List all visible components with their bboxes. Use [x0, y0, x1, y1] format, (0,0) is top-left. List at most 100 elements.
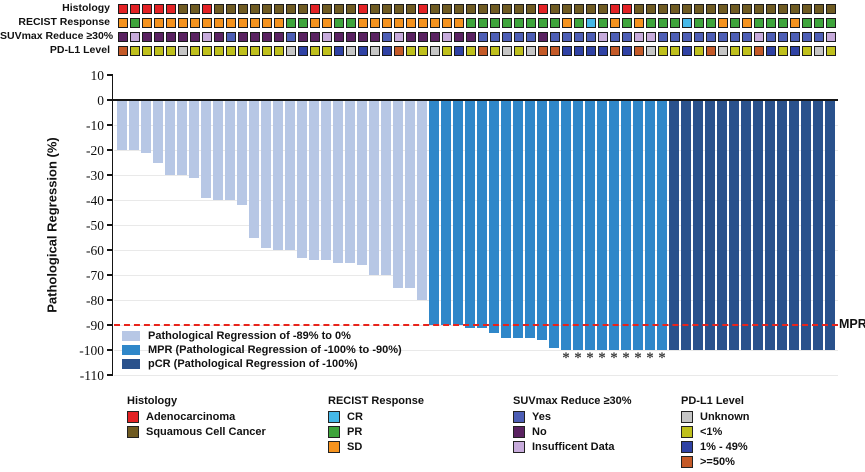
waterfall-bar [153, 100, 163, 163]
annotation-cell [646, 4, 656, 14]
annotation-cell [382, 18, 392, 28]
annotation-cell [262, 46, 272, 56]
waterfall-bar [141, 100, 151, 153]
waterfall-bar [249, 100, 259, 238]
legend-item-label: PR [347, 426, 363, 438]
annotation-cell [286, 4, 296, 14]
annotation-cell [238, 32, 248, 42]
legend-swatch [328, 411, 340, 423]
annotation-cell [634, 32, 644, 42]
annotation-cell [778, 18, 788, 28]
legend-title: PD-L1 Level [681, 395, 744, 407]
annotation-cell [802, 18, 812, 28]
annotation-cell [490, 4, 500, 14]
waterfall-bar [621, 100, 631, 350]
waterfall-bar [357, 100, 367, 265]
annotation-cell [658, 46, 668, 56]
annotation-cell [658, 4, 668, 14]
annotation-cell [562, 4, 572, 14]
legend-swatch [681, 456, 693, 468]
legend-swatch [127, 426, 139, 438]
annotation-cell [226, 18, 236, 28]
annotation-cell [346, 32, 356, 42]
legend-item-label: Adenocarcinoma [146, 411, 236, 423]
annotation-cell [262, 18, 272, 28]
legend-swatch [122, 359, 140, 369]
waterfall-bar [165, 100, 175, 175]
annotation-cell [466, 18, 476, 28]
annotation-cell [238, 4, 248, 14]
y-tick-label: 10 [90, 67, 105, 83]
annotation-cell [790, 18, 800, 28]
waterfall-bar [453, 100, 463, 325]
legend-swatch [328, 426, 340, 438]
waterfall-bar [345, 100, 355, 263]
annotation-cell [778, 4, 788, 14]
asterisk-marker: * [562, 350, 570, 366]
annotation-cell [574, 4, 584, 14]
annotation-cell [334, 32, 344, 42]
annotation-cell [670, 18, 680, 28]
y-tick-label: 0 [97, 92, 104, 108]
annotation-cell [514, 32, 524, 42]
annotation-cell [526, 18, 536, 28]
track-label: PD-L1 Level [49, 44, 110, 56]
annotation-cell [778, 32, 788, 42]
annotation-cell [190, 18, 200, 28]
waterfall-bar [573, 100, 583, 350]
annotation-cell [418, 18, 428, 28]
waterfall-bar [525, 100, 535, 338]
annotation-cell [454, 18, 464, 28]
waterfall-bar [465, 100, 475, 328]
waterfall-bar [489, 100, 499, 333]
annotation-cell [610, 4, 620, 14]
annotation-cell [454, 46, 464, 56]
annotation-cell [142, 32, 152, 42]
legend-swatch [122, 331, 140, 341]
waterfall-bar [717, 100, 727, 350]
annotation-cell [550, 32, 560, 42]
annotation-cell [442, 4, 452, 14]
annotation-cell [202, 32, 212, 42]
annotation-cell [310, 4, 320, 14]
annotation-cell [298, 46, 308, 56]
annotation-cell [478, 32, 488, 42]
annotation-cell [250, 46, 260, 56]
annotation-cell [706, 4, 716, 14]
waterfall-bar [297, 100, 307, 258]
annotation-cell [718, 46, 728, 56]
track-label: Histology [62, 2, 110, 14]
y-tick [106, 374, 112, 376]
annotation-cell [154, 32, 164, 42]
legend-swatch [513, 411, 525, 423]
gridline [114, 200, 838, 201]
annotation-cell [826, 4, 836, 14]
annotation-cell [358, 46, 368, 56]
annotation-cell [574, 18, 584, 28]
annotation-cell [718, 18, 728, 28]
gridline [114, 275, 838, 276]
waterfall-bar [813, 100, 823, 350]
y-tick [106, 124, 112, 126]
legend-title: SUVmax Reduce ≥30% [513, 395, 632, 407]
annotation-cell [442, 46, 452, 56]
annotation-cell [190, 32, 200, 42]
annotation-cell [142, 18, 152, 28]
annotation-cell [646, 18, 656, 28]
annotation-cell [706, 32, 716, 42]
legend-title: RECIST Response [328, 395, 424, 407]
annotation-cell [286, 32, 296, 42]
waterfall-bar [117, 100, 127, 150]
annotation-cell [298, 18, 308, 28]
annotation-cell [250, 18, 260, 28]
annotation-cell [214, 4, 224, 14]
annotation-cell [322, 32, 332, 42]
annotation-cell [526, 32, 536, 42]
waterfall-bar [285, 100, 295, 250]
waterfall-bar [261, 100, 271, 248]
annotation-cell [178, 18, 188, 28]
annotation-cell [394, 32, 404, 42]
asterisk-marker: * [646, 350, 654, 366]
annotation-cell [226, 32, 236, 42]
